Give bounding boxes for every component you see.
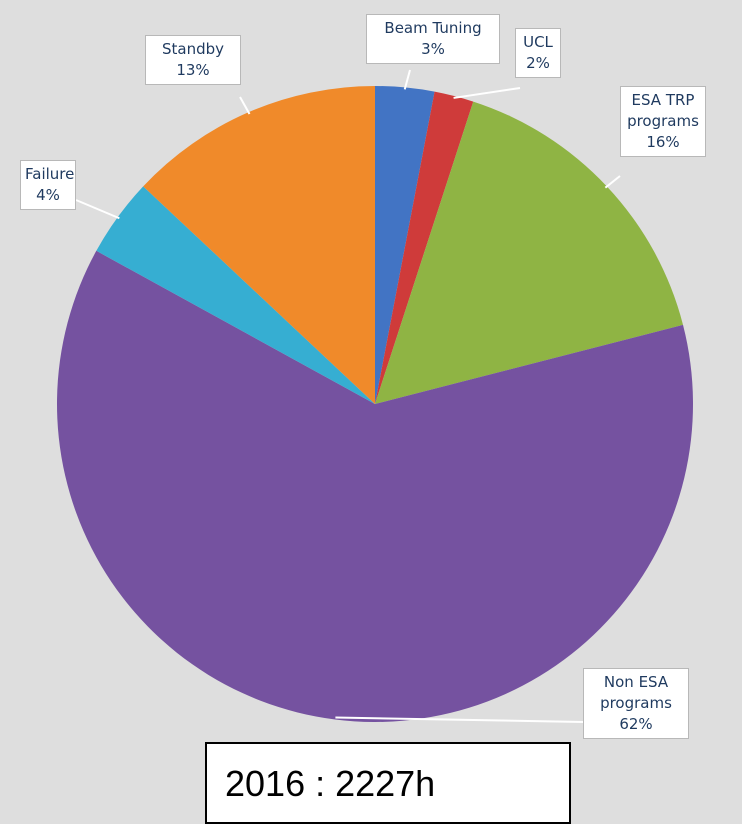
pie-slice (375, 101, 684, 404)
annotation: 2016 : 2227h (205, 742, 571, 824)
data-label: Failure 4% (20, 160, 76, 210)
data-label: Standby 13% (145, 35, 241, 85)
category-label: Beam Tuning (384, 19, 482, 37)
category-label: Standby (161, 40, 225, 58)
value-label: 3% (421, 40, 445, 58)
pie-slice (375, 86, 435, 404)
value-label: 2% (526, 54, 550, 72)
callout-pointer (75, 199, 120, 220)
callout-pointer (604, 175, 621, 189)
value-label: 4% (36, 186, 60, 204)
category-label: Failure (25, 165, 75, 183)
callout-pointer (453, 87, 521, 99)
pie-slice (56, 250, 694, 722)
callout-pointer (403, 69, 411, 90)
data-label: UCL 2% (515, 28, 561, 78)
category-label: UCL (523, 33, 553, 51)
pie-slice (96, 186, 375, 404)
category-label: Non ESA programs (600, 673, 672, 712)
value-label: 13% (176, 61, 210, 79)
value-label: 16% (646, 133, 680, 151)
data-label: Beam Tuning 3% (366, 14, 500, 64)
data-label: ESA TRP programs 16% (620, 86, 706, 157)
value-label: 62% (619, 715, 653, 733)
category-label: ESA TRP programs (627, 91, 699, 130)
data-label: Non ESA programs 62% (583, 668, 689, 739)
pie-slice (143, 86, 375, 404)
callout-pointer (335, 716, 584, 723)
pie-slice (375, 91, 474, 404)
callout-pointer (239, 96, 251, 115)
